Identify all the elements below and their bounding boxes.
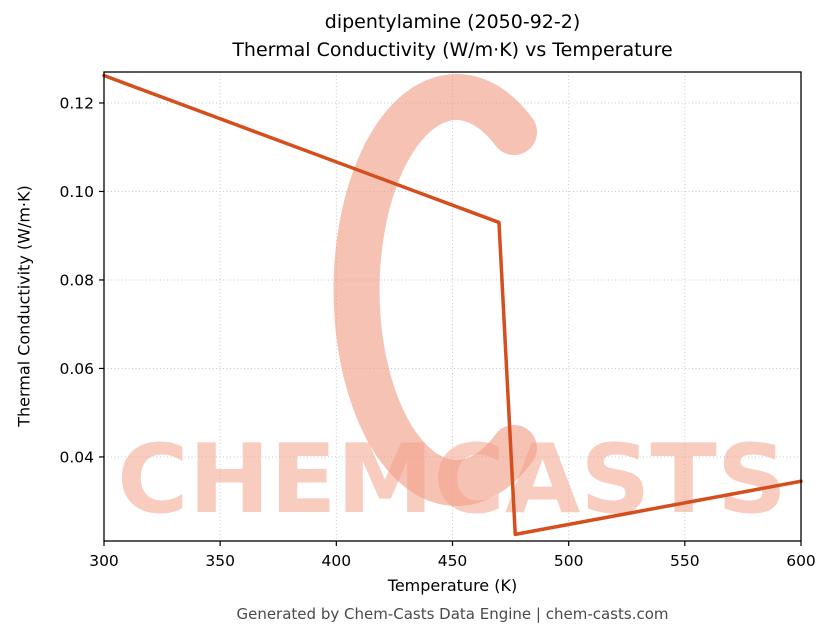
y-tick-label: 0.06 [59,360,94,378]
y-axis-label: Thermal Conductivity (W/m·K) [14,185,34,427]
x-tick-label: 500 [554,552,584,570]
x-tick-label: 300 [89,552,119,570]
data-line-thermal-conductivity [102,73,803,537]
chart-title: dipentylamine (2050-92-2) Thermal Conduc… [104,8,801,64]
chart-title-line1: dipentylamine (2050-92-2) [324,11,581,33]
footer-credit: Generated by Chem-Casts Data Engine | ch… [236,605,669,623]
x-tick-label: 600 [786,552,816,570]
y-tick-label: 0.04 [59,448,94,466]
y-tick-label: 0.08 [59,271,94,289]
x-tick-label: 450 [438,552,468,570]
y-tick-label: 0.10 [59,183,94,201]
watermark-text: CHEMCASTS [117,425,787,535]
chemcasts-c-logo-icon [333,74,537,506]
x-tick-label: 350 [205,552,235,570]
x-axis-label: Temperature (K) [387,576,518,595]
x-tick-label: 400 [322,552,352,570]
y-tick-label: 0.12 [59,94,94,112]
chart-title-line2: Thermal Conductivity (W/m·K) vs Temperat… [232,39,673,61]
x-tick-label: 550 [670,552,700,570]
